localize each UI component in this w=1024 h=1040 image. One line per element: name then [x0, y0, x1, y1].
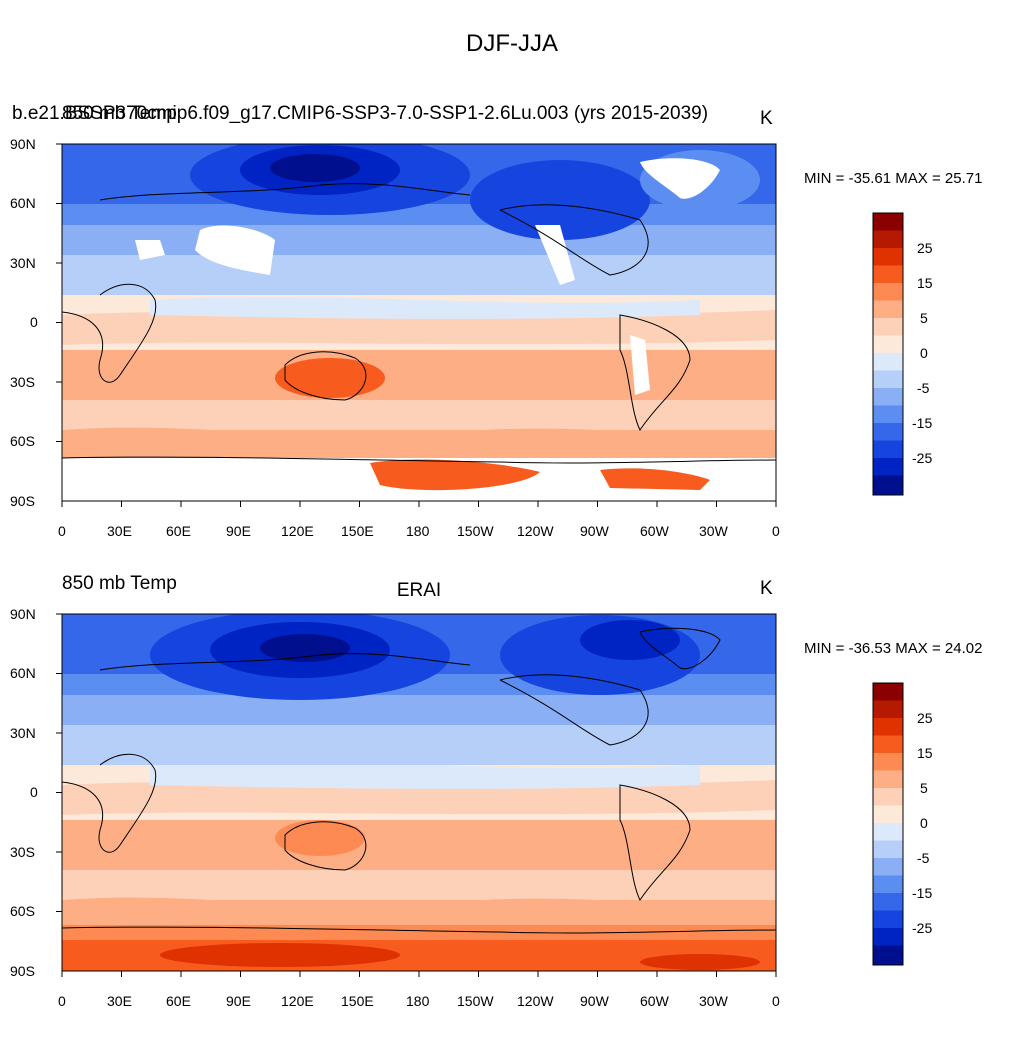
panel-units-label: K [760, 108, 773, 129]
coastlines [62, 183, 776, 464]
lon-label: 120W [517, 523, 554, 539]
lat-label: 30S [10, 844, 35, 860]
map-svg [56, 143, 904, 507]
lat-tick-marks [56, 143, 62, 442]
lat-label: 30S [10, 374, 35, 390]
lon-label: 30W [699, 523, 728, 539]
coastlines [62, 627, 776, 934]
colorbar-label: 0 [920, 815, 928, 831]
lat-label: 60N [10, 195, 36, 211]
lat-label: 30N [10, 255, 36, 271]
colorbar-label: -5 [917, 850, 930, 866]
colorbar-label: -15 [912, 415, 933, 431]
lon-label: 120E [281, 993, 314, 1009]
lat-label: 0 [30, 784, 38, 800]
lon-label: 90E [226, 993, 251, 1009]
lon-label: 90W [580, 993, 609, 1009]
lat-label: 90N [10, 606, 36, 622]
panel-units-label: K [760, 578, 773, 599]
map-svg [56, 613, 904, 977]
colorbar [872, 212, 904, 496]
lon-label: 60E [166, 523, 191, 539]
lon-label: 180 [406, 523, 430, 539]
colorbar [872, 682, 904, 966]
min-max-readout: MIN = -35.61 MAX = 25.71 [804, 170, 983, 187]
lon-label: 150E [341, 523, 374, 539]
lon-label: 0 [58, 993, 66, 1009]
lon-label: 180 [406, 993, 430, 1009]
panel-case-label: b.e21.BSSP370cmip6.f09_g17.CMIP6-SSP3-7.… [12, 103, 709, 124]
lon-label: 150W [457, 523, 494, 539]
colorbar-label: 5 [920, 310, 928, 326]
min-max-readout: MIN = -36.53 MAX = 24.02 [804, 640, 983, 657]
colorbar-label: 25 [917, 240, 933, 256]
lon-label: 60W [640, 993, 669, 1009]
colorbar-label: 15 [917, 745, 933, 761]
panel-variable-label: 850 mb Temp [62, 573, 177, 594]
lat-label: 90N [10, 136, 36, 152]
lon-label: 30W [699, 993, 728, 1009]
lat-label: 0 [30, 314, 38, 330]
colorbar-label: 0 [920, 345, 928, 361]
lon-label: 60E [166, 993, 191, 1009]
colorbar-label: -15 [912, 885, 933, 901]
lat-label: 90S [10, 493, 35, 509]
lon-label: 60W [640, 523, 669, 539]
contour-field [62, 144, 776, 501]
lon-label: 150E [341, 993, 374, 1009]
lat-label: 60N [10, 665, 36, 681]
colorbar-label: -5 [917, 380, 930, 396]
panel-dataset-label: ERAI [396, 580, 442, 601]
lon-tick-marks [61, 971, 777, 977]
lat-label: 60S [10, 433, 35, 449]
panel-variable-label: 850 mb Temp [62, 103, 177, 124]
lon-tick-marks [61, 501, 777, 507]
colorbar-label: 15 [917, 275, 933, 291]
lon-label: 0 [58, 523, 66, 539]
colorbar-label: 25 [917, 710, 933, 726]
colorbar-label: -25 [912, 920, 933, 936]
lat-label: 30N [10, 725, 36, 741]
lat-label: 90S [10, 963, 35, 979]
lon-label: 150W [457, 993, 494, 1009]
lon-label: 120E [281, 523, 314, 539]
lat-tick-marks [56, 613, 62, 912]
lon-label: 30E [107, 993, 132, 1009]
reanalysis-panel: 850 mb Temp ERAI K MIN = -36.53 MAX = 24… [0, 570, 1024, 1040]
lon-label: 90E [226, 523, 251, 539]
lon-label: 30E [107, 523, 132, 539]
lat-label: 60S [10, 903, 35, 919]
lon-label: 120W [517, 993, 554, 1009]
lon-label: 0 [772, 993, 780, 1009]
lon-label: 90W [580, 523, 609, 539]
model-panel: 850 mb Temp b.e21.BSSP370cmip6.f09_g17.C… [0, 100, 1024, 570]
lon-label: 0 [772, 523, 780, 539]
figure-title: DJF-JJA [466, 30, 558, 57]
colorbar-label: -25 [912, 450, 933, 466]
colorbar-label: 5 [920, 780, 928, 796]
